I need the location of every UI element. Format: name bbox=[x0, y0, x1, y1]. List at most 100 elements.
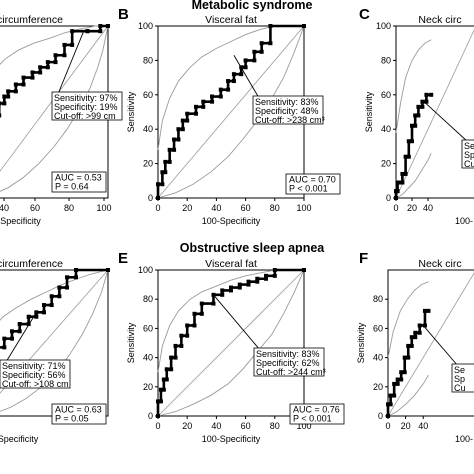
roc-point bbox=[45, 60, 50, 65]
annotation-box bbox=[451, 363, 474, 393]
roc-point bbox=[239, 72, 244, 77]
roc-point bbox=[388, 402, 393, 407]
roc-point bbox=[49, 303, 54, 308]
roc-point bbox=[176, 137, 181, 142]
roc-point bbox=[201, 99, 206, 104]
y-tick-label: 40 bbox=[143, 353, 153, 363]
annotation-text: Sp bbox=[464, 150, 474, 160]
roc-point bbox=[302, 24, 306, 28]
confidence-band-line bbox=[395, 39, 432, 133]
panel-letter: E bbox=[118, 250, 128, 267]
y-tick-label: 0 bbox=[148, 411, 153, 421]
roc-point bbox=[417, 330, 422, 335]
roc-point bbox=[30, 75, 35, 80]
roc-point bbox=[264, 273, 269, 278]
reference-diagonal bbox=[157, 269, 305, 417]
section-title-metabolic: Metabolic syndrome bbox=[192, 0, 313, 12]
roc-point bbox=[413, 113, 418, 118]
roc-point bbox=[409, 343, 414, 348]
roc-point bbox=[410, 123, 414, 128]
roc-point bbox=[201, 104, 206, 109]
reference-diagonal bbox=[0, 269, 109, 394]
roc-point bbox=[237, 285, 242, 290]
annotation-box bbox=[253, 347, 325, 377]
annotation-text: Sensitivity: 83% bbox=[256, 349, 320, 359]
roc-point bbox=[106, 24, 110, 28]
roc-point bbox=[45, 65, 50, 70]
roc-point bbox=[164, 367, 169, 372]
roc-point bbox=[395, 377, 400, 382]
reference-diagonal bbox=[387, 272, 474, 417]
y-tick-label: 100 bbox=[376, 21, 391, 31]
roc-point bbox=[49, 294, 54, 299]
roc-point bbox=[17, 329, 22, 334]
x-tick-label: 20 bbox=[407, 203, 417, 213]
roc-point bbox=[388, 393, 393, 398]
roc-point bbox=[0, 101, 2, 106]
auc-text: AUC = 0.53 bbox=[55, 173, 102, 183]
roc-point bbox=[255, 276, 260, 281]
x-tick-label: 60 bbox=[241, 421, 251, 431]
roc-point bbox=[226, 87, 231, 92]
panel-title: Neck circ bbox=[418, 258, 461, 270]
roc-point bbox=[400, 180, 405, 185]
roc-point bbox=[231, 79, 236, 84]
roc-point bbox=[252, 58, 257, 63]
annotation-text: Specificity: 19% bbox=[54, 102, 118, 112]
roc-point bbox=[173, 355, 178, 360]
panel-title: Visceral fat bbox=[205, 14, 257, 26]
roc-point bbox=[179, 343, 184, 348]
auc-box bbox=[289, 403, 345, 425]
annotation-text: Cu bbox=[464, 159, 474, 169]
roc-point bbox=[169, 367, 174, 372]
annotation-text: Se bbox=[454, 365, 465, 375]
roc-point bbox=[74, 275, 78, 280]
x-tick-label: 40 bbox=[211, 203, 221, 213]
roc-point bbox=[42, 310, 46, 315]
x-tick-label: 60 bbox=[30, 203, 40, 213]
roc-point bbox=[74, 268, 78, 272]
roc-point bbox=[403, 171, 408, 176]
y-tick-label: 40 bbox=[381, 124, 391, 134]
roc-point bbox=[243, 65, 248, 70]
roc-point bbox=[255, 279, 260, 284]
section-title-osa: Obstructive sleep apnea bbox=[180, 241, 326, 255]
auc-text: AUC = 0.70 bbox=[289, 175, 336, 185]
annotation-leader bbox=[423, 101, 469, 143]
plot-frame bbox=[395, 25, 474, 199]
roc-panel-4: circumference 0-Specificity Sensitivity: 7… bbox=[0, 258, 110, 444]
roc-point bbox=[179, 333, 184, 338]
roc-point bbox=[163, 159, 168, 164]
x-tick-label: 60 bbox=[241, 203, 251, 213]
roc-point bbox=[409, 335, 414, 340]
auc-text: AUC = 0.76 bbox=[293, 405, 340, 415]
y-tick-label: 20 bbox=[143, 382, 153, 392]
roc-point bbox=[53, 53, 58, 58]
roc-point bbox=[38, 65, 43, 70]
roc-point bbox=[220, 288, 225, 293]
roc-point bbox=[160, 182, 165, 187]
roc-point bbox=[424, 92, 429, 97]
roc-point bbox=[218, 94, 223, 99]
roc-point bbox=[21, 75, 26, 80]
roc-point bbox=[413, 123, 418, 128]
roc-point bbox=[268, 41, 273, 46]
x-tick-label: 40 bbox=[418, 421, 428, 431]
confidence-band-line bbox=[157, 269, 304, 373]
annotation-text: Specificity: 62% bbox=[256, 358, 320, 368]
annotation-text: Specificity: 56% bbox=[2, 370, 66, 380]
roc-point bbox=[398, 180, 402, 185]
annotation-box bbox=[252, 95, 324, 125]
y-tick-label: 80 bbox=[373, 294, 383, 304]
roc-point bbox=[413, 335, 418, 340]
roc-point bbox=[164, 377, 169, 382]
y-tick-label: 20 bbox=[143, 159, 153, 169]
roc-point bbox=[42, 303, 46, 308]
roc-point bbox=[199, 301, 204, 306]
auc-box bbox=[285, 173, 341, 195]
roc-point bbox=[399, 370, 404, 375]
roc-point bbox=[10, 336, 14, 341]
roc-point bbox=[218, 87, 223, 92]
y-tick-label: 0 bbox=[378, 411, 383, 421]
